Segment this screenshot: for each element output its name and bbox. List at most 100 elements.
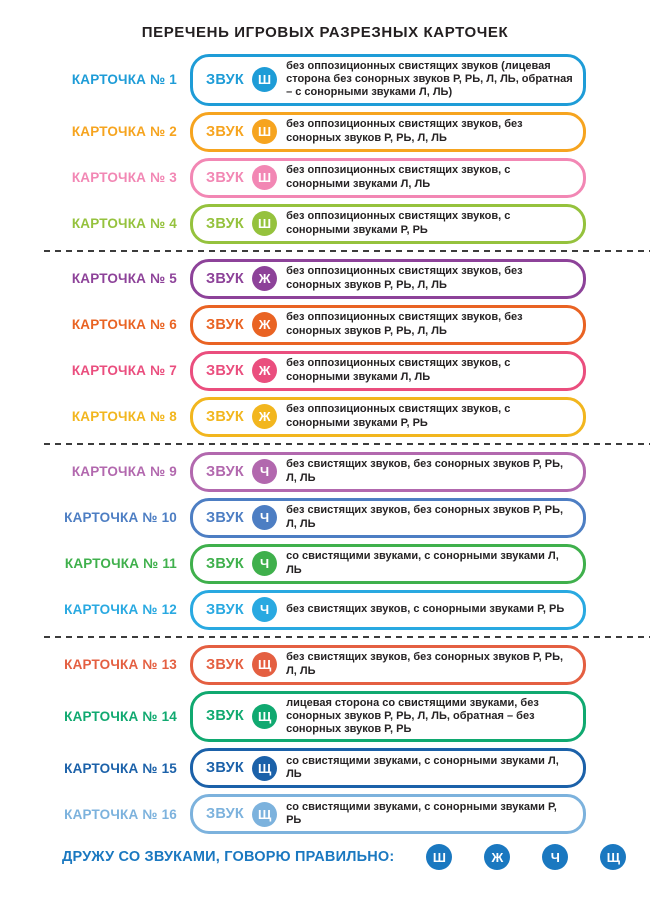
card-description: без оппозиционных свистящих звуков, с со… xyxy=(286,164,511,190)
sound-letter-badge: Щ xyxy=(252,801,278,827)
card-label: КАРТОЧКА № 4 xyxy=(71,216,177,232)
card-list: КАРТОЧКА № 1 ЗВУК Ш без оппозиционных св… xyxy=(0,54,586,244)
sound-word: ЗВУК xyxy=(206,362,245,379)
card-description: со свистящими звуками, с сонорными звука… xyxy=(286,550,559,576)
card-row: КАРТОЧКА № 7 ЗВУК Ж без оппозиционных св… xyxy=(0,350,586,391)
card-box: ЗВУК Щ без свистящих звуков, без сонорны… xyxy=(190,644,586,685)
sound-letter: Ж xyxy=(258,409,271,425)
sound-letter: Ч xyxy=(260,556,270,572)
sound-letter: Ш xyxy=(258,124,272,140)
card-label: КАРТОЧКА № 15 xyxy=(64,760,177,776)
sound-word: ЗВУК xyxy=(206,760,245,777)
card-box: ЗВУК Ч со свистящими звуками, с сонорным… xyxy=(190,543,586,584)
card-box: ЗВУК Ж без оппозиционных свистящих звуко… xyxy=(190,304,586,345)
card-box: ЗВУК Ч без свистящих звуков, без сонорны… xyxy=(190,451,586,492)
card-box: ЗВУК Ж без оппозиционных свистящих звуко… xyxy=(190,350,586,391)
card-label: КАРТОЧКА № 6 xyxy=(71,317,177,333)
card-row: КАРТОЧКА № 3 ЗВУК Ш без оппозиционных св… xyxy=(0,157,586,198)
sound-word: ЗВУК xyxy=(206,806,245,823)
sound-letter: Ш xyxy=(258,170,272,186)
card-label: КАРТОЧКА № 2 xyxy=(71,124,177,140)
sound-word: ЗВУК xyxy=(206,169,245,186)
sound-letter: Ш xyxy=(258,216,272,232)
card-label: КАРТОЧКА № 12 xyxy=(64,602,177,618)
sound-letter-badge: Ч xyxy=(252,459,278,485)
sound-letter: Ч xyxy=(260,464,270,480)
sound-word: ЗВУК xyxy=(206,509,245,526)
sound-letter: Ж xyxy=(491,849,504,865)
sound-word: ЗВУК xyxy=(206,123,245,140)
sound-letter: Щ xyxy=(606,849,620,865)
sound-letter: Щ xyxy=(257,708,272,724)
sound-letter-badge: Ш xyxy=(252,67,278,93)
sound-letter: Щ xyxy=(257,657,272,673)
sound-letter-badge: Ч xyxy=(252,551,278,577)
sound-word: ЗВУК xyxy=(206,708,245,725)
card-row: КАРТОЧКА № 8 ЗВУК Ж без оппозиционных св… xyxy=(0,396,586,437)
card-row: КАРТОЧКА № 16 ЗВУК Щ со свистящими звука… xyxy=(0,794,586,835)
sound-letter-badge: Щ xyxy=(252,652,278,678)
footer-line: ДРУЖУ СО ЗВУКАМИ, ГОВОРЮ ПРАВИЛЬНО: Ш Ж … xyxy=(62,844,650,871)
sound-letter-badge: Щ xyxy=(252,755,278,781)
dashed-separator xyxy=(44,442,650,445)
card-row: КАРТОЧКА № 4 ЗВУК Ш без оппозиционных св… xyxy=(0,203,586,244)
card-row: КАРТОЧКА № 6 ЗВУК Ж без оппозиционных св… xyxy=(0,304,586,345)
sound-word: ЗВУК xyxy=(206,215,245,232)
sound-letter: Ч xyxy=(550,849,560,865)
page-title: ПЕРЕЧЕНЬ ИГРОВЫХ РАЗРЕЗНЫХ КАРТОЧЕК xyxy=(141,24,509,41)
card-list: КАРТОЧКА № 5 ЗВУК Ж без оппозиционных св… xyxy=(0,258,586,437)
card-description: без оппозиционных свистящих звуков, без … xyxy=(286,265,523,291)
sound-word: ЗВУК xyxy=(206,270,245,287)
card-box: ЗВУК Ч без свистящих звуков, с сонорными… xyxy=(190,589,586,630)
card-description: без свистящих звуков, без сонорных звуко… xyxy=(286,651,564,677)
sound-word: ЗВУК xyxy=(206,555,245,572)
sound-letter: Ж xyxy=(258,271,271,287)
card-row: КАРТОЧКА № 14 ЗВУК Щ лицевая сторона со … xyxy=(0,690,586,743)
card-description: без оппозиционных свистящих звуков, без … xyxy=(286,311,523,337)
sound-word: ЗВУК xyxy=(206,601,245,618)
card-label: КАРТОЧКА № 16 xyxy=(64,806,177,822)
card-description: лицевая сторона со свистящими звуками, б… xyxy=(286,696,539,735)
sound-badge-shch: Щ xyxy=(600,844,627,871)
card-description: без свистящих звуков, с сонорными звукам… xyxy=(286,602,565,615)
sound-letter: Ж xyxy=(258,363,271,379)
card-description: без свистящих звуков, без сонорных звуко… xyxy=(286,504,564,530)
card-label: КАРТОЧКА № 8 xyxy=(71,409,177,425)
card-description: без оппозиционных свистящих звуков, с со… xyxy=(286,210,511,236)
sound-letter-badge: Ж xyxy=(252,358,278,384)
card-description: со свистящими звуками, с сонорными звука… xyxy=(286,754,559,781)
dashed-separator xyxy=(44,635,650,638)
sound-letter-badge: Ш xyxy=(252,165,278,191)
sound-letter-badge: Ш xyxy=(252,211,278,237)
card-description: без оппозиционных свистящих звуков (лице… xyxy=(286,60,573,99)
footer-label: ДРУЖУ СО ЗВУКАМИ, ГОВОРЮ ПРАВИЛЬНО: xyxy=(62,849,395,866)
card-box: ЗВУК Ж без оппозиционных свистящих звуко… xyxy=(190,396,586,437)
sound-letter: Щ xyxy=(257,806,272,822)
card-box: ЗВУК Щ со свистящими звуками, с сонорным… xyxy=(190,748,586,789)
card-row: КАРТОЧКА № 12 ЗВУК Ч без свистящих звуко… xyxy=(0,589,586,630)
sound-letter-badge: Ж xyxy=(252,312,278,338)
card-list: КАРТОЧКА № 9 ЗВУК Ч без свистящих звуков… xyxy=(0,451,586,630)
card-description: без оппозиционных свистящих звуков, без … xyxy=(286,118,523,144)
sound-letter: Ч xyxy=(260,510,270,526)
sound-letter-badge: Ч xyxy=(252,505,278,531)
card-label: КАРТОЧКА № 3 xyxy=(71,170,177,186)
sound-letter-badge: Ж xyxy=(252,266,278,292)
card-row: КАРТОЧКА № 9 ЗВУК Ч без свистящих звуков… xyxy=(0,451,586,492)
card-row: КАРТОЧКА № 13 ЗВУК Щ без свистящих звуко… xyxy=(0,644,586,685)
card-label: КАРТОЧКА № 10 xyxy=(64,510,177,526)
card-label: КАРТОЧКА № 7 xyxy=(71,363,177,379)
sound-word: ЗВУК xyxy=(206,408,245,425)
card-box: ЗВУК Ш без оппозиционных свистящих звуко… xyxy=(190,157,586,198)
card-row: КАРТОЧКА № 11 ЗВУК Ч со свистящими звука… xyxy=(0,543,586,584)
card-row: КАРТОЧКА № 5 ЗВУК Ж без оппозиционных св… xyxy=(0,258,586,299)
sound-badge-sh: Ш xyxy=(426,844,453,871)
sound-badge-ch: Ч xyxy=(542,844,569,871)
card-description: без оппозиционных свистящих звуков, с со… xyxy=(286,357,511,383)
sound-badge-zh: Ж xyxy=(484,844,511,871)
card-label: КАРТОЧКА № 9 xyxy=(71,464,177,480)
card-row: КАРТОЧКА № 15 ЗВУК Щ со свистящими звука… xyxy=(0,748,586,789)
sound-letter: Ж xyxy=(258,317,271,333)
sound-word: ЗВУК xyxy=(206,463,245,480)
sound-letter: Ч xyxy=(260,602,270,618)
